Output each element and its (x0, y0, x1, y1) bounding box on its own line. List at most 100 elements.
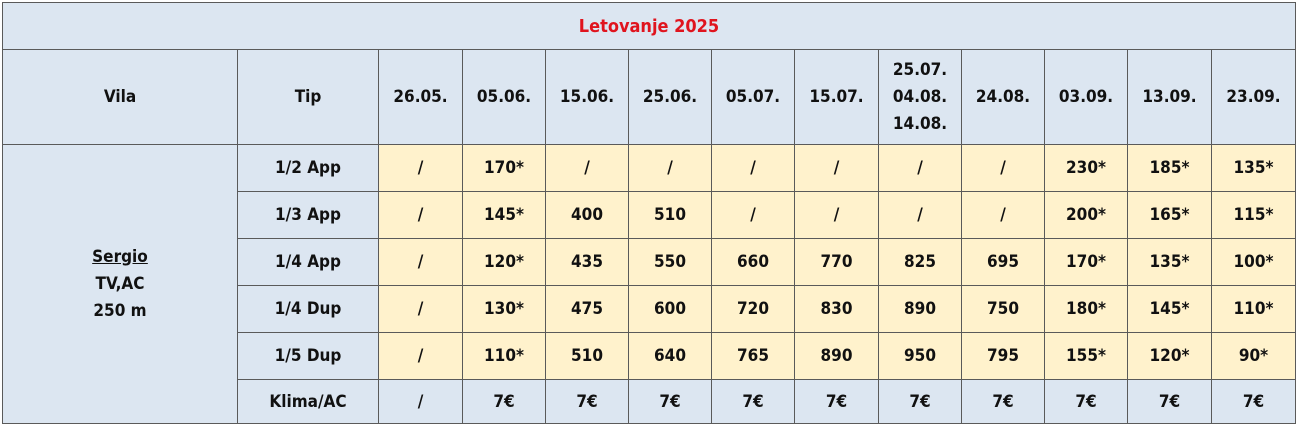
header-date: 25.06. (628, 49, 712, 145)
price-cell: 765 (711, 332, 795, 380)
room-type: 1/4 Dup (237, 285, 379, 333)
header-date: 03.09. (1044, 49, 1128, 145)
price-cell: 510 (628, 191, 712, 239)
header-date: 05.07. (711, 49, 795, 145)
header-date: 26.05. (378, 49, 463, 145)
price-cell: / (794, 144, 879, 192)
header-vila: Vila (2, 49, 238, 145)
price-cell: 145* (1127, 285, 1212, 333)
price-cell: 185* (1127, 144, 1212, 192)
header-date-line: 04.08. (892, 86, 948, 107)
villa-cell: Sergio TV,AC 250 m (2, 144, 238, 424)
price-cell: 475 (545, 285, 629, 333)
price-cell: 770 (794, 238, 879, 286)
table-row: 1/3 App/145* 400 510// //200* 165* 115* (3, 191, 1296, 239)
price-cell: 120* (462, 238, 546, 286)
klima-price-cell: / (378, 379, 463, 424)
header-date: 15.07. (794, 49, 879, 145)
price-cell: 200* (1044, 191, 1128, 239)
room-type: 1/4 App (237, 238, 379, 286)
price-cell: 550 (628, 238, 712, 286)
price-cell: 180* (1044, 285, 1128, 333)
price-cell: 155* (1044, 332, 1128, 380)
room-type: 1/3 App (237, 191, 379, 239)
header-date: 15.06. (545, 49, 629, 145)
villa-name: Sergio (92, 246, 148, 267)
price-cell: 165* (1127, 191, 1212, 239)
price-cell: / (378, 285, 463, 333)
villa-distance: 250 m (93, 300, 147, 321)
price-cell: 825 (878, 238, 962, 286)
price-cell: 110* (1211, 285, 1296, 333)
price-cell: / (545, 144, 629, 192)
price-cell: / (378, 191, 463, 239)
price-cell: / (628, 144, 712, 192)
table-row: 1/4 App/120* 435 550 660 770 825 695 170* 135* 10… (3, 238, 1296, 286)
header-date: 05.06. (462, 49, 546, 145)
klima-price-cell: 7€ (462, 379, 546, 424)
room-type: 1/5 Dup (237, 332, 379, 380)
price-cell: 110* (462, 332, 546, 380)
klima-price-cell: 7€ (1044, 379, 1128, 424)
price-cell: 100* (1211, 238, 1296, 286)
price-cell: 120* (1127, 332, 1212, 380)
price-cell: 90* (1211, 332, 1296, 380)
price-cell: 130* (462, 285, 546, 333)
klima-price-cell: 7€ (628, 379, 712, 424)
header-date-line: 14.08. (892, 113, 948, 134)
table-row: Klima/AC/7€ 7€ 7€ 7€ 7€ 7€ 7€ 7€ 7€ 7€ (3, 379, 1296, 424)
klima-label: Klima/AC (237, 379, 379, 424)
price-cell: / (878, 191, 962, 239)
price-cell: 135* (1211, 144, 1296, 192)
villa-amenities: TV,AC (95, 273, 145, 294)
price-cell: / (378, 332, 463, 380)
price-cell: 660 (711, 238, 795, 286)
price-cell: 795 (961, 332, 1045, 380)
price-cell: 135* (1127, 238, 1212, 286)
price-cell: 890 (794, 332, 879, 380)
price-cell: / (711, 144, 795, 192)
price-cell: 170* (1044, 238, 1128, 286)
header-date: 23.09. (1211, 49, 1296, 145)
klima-price-cell: 7€ (961, 379, 1045, 424)
klima-price-cell: 7€ (1211, 379, 1296, 424)
price-cell: / (378, 144, 463, 192)
price-cell: 600 (628, 285, 712, 333)
table-row: Sergio TV,AC 250 m 1/2 App/170* / / / / //230* 18… (2, 144, 1296, 424)
table-row: 1/4 Dup/130* 475 600 720 830 890 750 180* 145* 11… (3, 285, 1296, 333)
klima-price-cell: 7€ (1127, 379, 1212, 424)
header-date: 25.07. 04.08. 14.08. (878, 49, 962, 145)
price-cell: 510 (545, 332, 629, 380)
price-cell: 170* (462, 144, 546, 192)
price-cell: 230* (1044, 144, 1128, 192)
price-table: Letovanje 2025 Vila Tip 26.05. 05.06. 15.0… (2, 2, 1296, 424)
room-type: 1/2 App (237, 144, 379, 192)
price-cell: / (378, 238, 463, 286)
price-cell: / (794, 191, 879, 239)
price-cell: / (961, 144, 1045, 192)
klima-price-cell: 7€ (878, 379, 962, 424)
header-date: 13.09. (1127, 49, 1212, 145)
price-cell: 695 (961, 238, 1045, 286)
price-cell: / (711, 191, 795, 239)
klima-price-cell: 7€ (794, 379, 879, 424)
klima-price-cell: 7€ (711, 379, 795, 424)
price-cell: / (961, 191, 1045, 239)
header-date: 24.08. (961, 49, 1045, 145)
price-cell: 435 (545, 238, 629, 286)
price-cell: 640 (628, 332, 712, 380)
price-cell: 890 (878, 285, 962, 333)
table-title: Letovanje 2025 (2, 2, 1296, 50)
klima-price-cell: 7€ (545, 379, 629, 424)
header-tip: Tip (237, 49, 379, 145)
price-cell: 750 (961, 285, 1045, 333)
price-cell: 400 (545, 191, 629, 239)
header-date-line: 25.07. (892, 59, 948, 80)
table-row: 1/5 Dup/110* 510 640 765 890 950 795 155* 120* 90… (3, 332, 1296, 380)
price-cell: 950 (878, 332, 962, 380)
price-cell: / (878, 144, 962, 192)
price-cell: 720 (711, 285, 795, 333)
price-cell: 115* (1211, 191, 1296, 239)
price-cell: 830 (794, 285, 879, 333)
price-cell: 145* (462, 191, 546, 239)
